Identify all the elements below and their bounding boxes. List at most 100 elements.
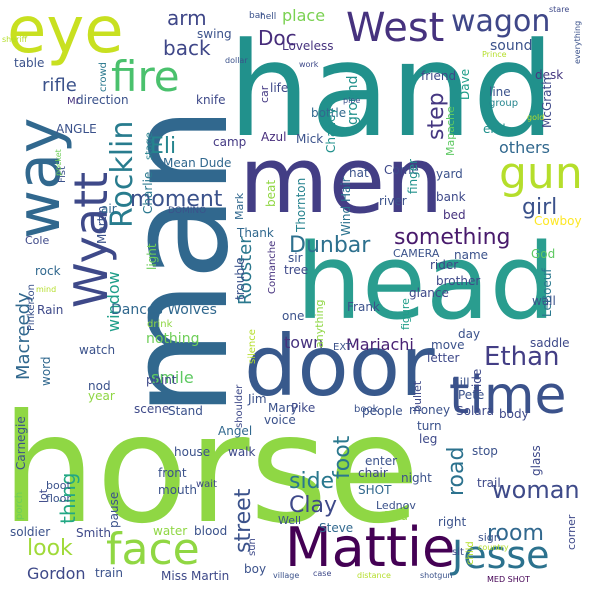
word-stop: stop (472, 444, 498, 458)
word-come: Come (384, 163, 419, 177)
word-life: life (270, 81, 288, 95)
word-mcgrath: McGrath (540, 77, 554, 128)
word-sign: sign (478, 531, 501, 544)
word-group: group (489, 98, 518, 109)
word-stage: stage (144, 132, 155, 160)
word-fist: Fist (57, 166, 68, 183)
word-anything: anything (313, 299, 326, 348)
word-point: point (146, 373, 177, 387)
word-doc: Doc (258, 26, 297, 50)
word-cole: Cole (25, 234, 49, 247)
word-thing: thing (56, 473, 80, 524)
word-saddle: saddle (530, 336, 570, 350)
word-watch: watch (79, 343, 115, 357)
word-men: men (239, 127, 444, 234)
word-direction: direction (76, 93, 129, 107)
word-lednov: Lednov (376, 499, 416, 512)
word-miss-martin: Miss Martin (161, 569, 229, 583)
word-beat: beat (264, 180, 278, 207)
word-shotgun: shotgun (420, 571, 453, 580)
word-prince: Prince (482, 50, 507, 59)
word-arm: arm (167, 6, 207, 30)
word-window: window (104, 271, 123, 332)
word-girl: girl (522, 195, 557, 220)
word-soldier: soldier (10, 525, 50, 539)
word-hand: hand (228, 14, 555, 166)
word-door: door (244, 317, 435, 415)
word-charlie: Charlie (141, 172, 155, 214)
word-finger: finger (406, 159, 420, 194)
word-fire: fire (111, 52, 180, 101)
word-eli: Eli (150, 134, 176, 159)
word-rider: rider (430, 258, 458, 272)
word-gold: gold (527, 113, 544, 122)
word-carnegie: Carnegie (14, 416, 28, 470)
word-nod: nod (88, 379, 111, 393)
word-street: street (231, 488, 256, 553)
word-hat: hat (349, 166, 369, 180)
word-body: body (499, 407, 529, 421)
word-place: place (282, 6, 325, 25)
word-village: village (273, 571, 299, 580)
word-trail: trail (477, 476, 501, 490)
word-foot: foot (330, 435, 355, 479)
word-domino: DOMINO (168, 206, 206, 216)
word-house: house (174, 445, 210, 459)
word-scene: scene (134, 402, 169, 416)
word-wind-hair: Wind Hair (339, 177, 353, 236)
word-azul: Azul (261, 130, 286, 144)
word-name: name (454, 248, 488, 262)
word-rocklin: Rocklin (105, 121, 140, 228)
word-med-shot: MED SHOT (487, 575, 530, 584)
word-rifle: rifle (42, 75, 77, 96)
word-country: country (478, 543, 509, 552)
word-turn: turn (417, 419, 442, 433)
word-word: word (39, 357, 53, 387)
word-mind: mind (36, 285, 56, 294)
word-ext: EXT (333, 342, 353, 353)
word-light: light (145, 243, 159, 270)
word-woman: woman (492, 476, 580, 504)
word-rock: rock (35, 264, 61, 278)
word-table: table (14, 56, 44, 70)
word-people: people (362, 404, 403, 418)
word-man: man (97, 106, 260, 417)
word-gun: gun (499, 148, 583, 199)
word-boy: boy (244, 562, 266, 576)
word-stand: Stand (168, 404, 203, 418)
word-knife: knife (196, 93, 226, 107)
word-stare: stare (549, 5, 569, 14)
word-jesse: Jesse (450, 533, 550, 577)
word-shot: SHOT (358, 483, 392, 497)
word-book: book (354, 404, 379, 415)
word-mean-dude: Mean Dude (163, 156, 231, 170)
word-angel: Angel (218, 424, 252, 438)
word-eye: eye (7, 0, 124, 68)
word-face: face (106, 524, 200, 575)
word-money: money (409, 403, 450, 417)
word-way: way (4, 118, 74, 239)
word-angle: ANGLE (56, 122, 97, 136)
word-case: case (313, 569, 331, 578)
word-horse: horse (1, 383, 420, 557)
word-letter: letter (427, 351, 460, 365)
word-frank: Frank (347, 300, 380, 314)
word-night: night (401, 471, 432, 485)
word-solara: Solara (456, 404, 494, 418)
word-macreedy: Macreedy (13, 292, 34, 380)
word-leboeuf: LeBoeuf (540, 268, 554, 317)
word-something: something (394, 225, 510, 250)
word-pocket: pocket (54, 149, 63, 176)
word-desk: desk (535, 68, 563, 82)
word-ride: ride (470, 369, 484, 392)
word-corner: corner (565, 514, 578, 550)
word-sit: sit (452, 547, 464, 558)
word-glance: glance (409, 286, 449, 300)
word-dances-wolves: Dances Wolves (111, 302, 217, 318)
word-end: end (483, 122, 506, 136)
word-dave: Dave (458, 69, 472, 100)
word-dunbar: Dunbar (289, 233, 371, 258)
word-hell: hell (260, 12, 276, 22)
word-sheriff: sheriff (2, 35, 28, 44)
word-train: train (95, 566, 123, 580)
